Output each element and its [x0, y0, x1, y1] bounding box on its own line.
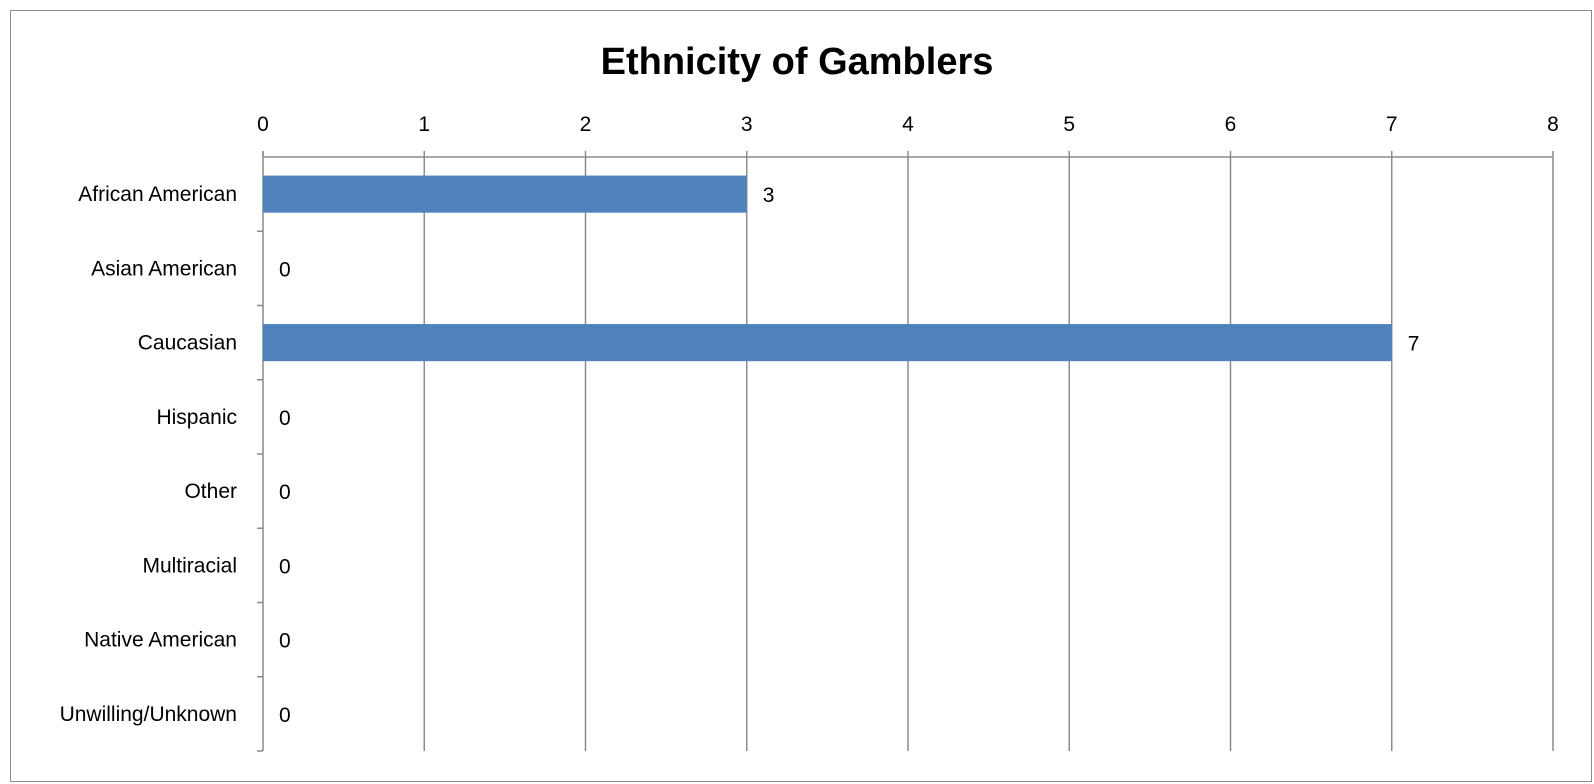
x-tick-label: 8: [1547, 113, 1559, 136]
data-label: 3: [763, 184, 775, 207]
category-label: Multiracial: [142, 554, 237, 577]
x-tick-label: 6: [1225, 113, 1237, 136]
category-label: Unwilling/Unknown: [60, 703, 237, 726]
axes: [257, 151, 1554, 752]
bars: [263, 175, 1392, 362]
data-label: 0: [279, 704, 291, 727]
data-label: 0: [279, 258, 291, 281]
data-label: 7: [1408, 333, 1420, 356]
gridlines: [423, 157, 1554, 751]
bar: [263, 324, 1392, 362]
x-tick-labels: 0 1 2 3 4 5 6 7 8: [257, 113, 1559, 136]
x-tick-label: 7: [1386, 113, 1398, 136]
category-label: Native American: [84, 629, 237, 652]
data-labels: 3 0 7 0 0 0 0 0: [279, 184, 1419, 727]
x-tick-label: 5: [1063, 113, 1075, 136]
category-labels: African American Asian American Caucasian H…: [60, 183, 237, 726]
x-tick-label: 4: [902, 113, 914, 136]
data-label: 0: [279, 630, 291, 653]
chart-title: Ethnicity of Gamblers: [601, 41, 994, 83]
data-label: 0: [279, 407, 291, 430]
bar: [263, 175, 747, 213]
data-label: 0: [279, 555, 291, 578]
category-label: Other: [184, 480, 237, 503]
x-tick-label: 1: [418, 113, 430, 136]
category-label: African American: [78, 183, 237, 206]
category-label: Caucasian: [138, 332, 237, 355]
x-tick-label: 0: [257, 113, 269, 136]
x-tick-label: 2: [580, 113, 592, 136]
chart-frame: [10, 10, 1592, 782]
data-label: 0: [279, 481, 291, 504]
category-label: Asian American: [91, 257, 237, 280]
x-tick-label: 3: [741, 113, 753, 136]
category-label: Hispanic: [156, 406, 237, 429]
